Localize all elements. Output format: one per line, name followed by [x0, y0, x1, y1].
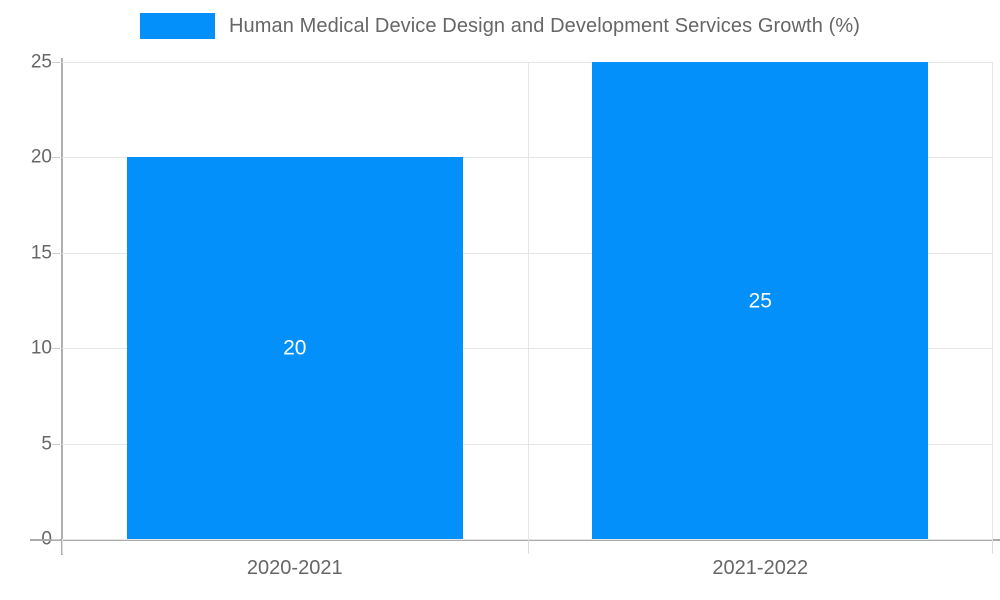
legend-color-swatch-icon [140, 13, 215, 39]
y-tick-mark [52, 348, 60, 350]
x-tick-mark [528, 540, 529, 554]
legend-label: Human Medical Device Design and Developm… [229, 14, 860, 37]
y-tick-label: 10 [30, 337, 52, 359]
bar-value-label: 20 [283, 336, 307, 360]
x-axis-tick-labels: 2020-2021 2021-2022 [62, 558, 993, 594]
x-tick-mark [992, 540, 993, 554]
x-gridline [528, 62, 529, 539]
bar[interactable]: 25 [592, 62, 929, 539]
y-tick-label: 15 [30, 242, 52, 264]
bar-value-label: 25 [748, 289, 772, 312]
y-gridline [62, 252, 993, 254]
x-tick-mark [62, 540, 63, 554]
y-tick-label: 20 [30, 146, 52, 168]
plot-area: 20 25 [62, 62, 993, 540]
y-gridline [62, 62, 993, 63]
y-tick-label: 25 [30, 51, 52, 73]
y-tick-mark [52, 252, 60, 254]
y-tick-label: 5 [41, 433, 52, 455]
y-gridline [62, 539, 993, 540]
x-axis-line [30, 539, 1000, 541]
chart-legend: Human Medical Device Design and Developm… [0, 0, 1000, 62]
y-gridline [62, 443, 993, 445]
y-tick-mark [52, 157, 60, 159]
x-tick-label: 2020-2021 [246, 557, 343, 579]
y-tick-mark [52, 443, 60, 445]
bar[interactable]: 20 [126, 157, 463, 539]
y-axis-tick-labels: 2520151050 [0, 0, 52, 600]
y-tick-mark [52, 539, 60, 540]
y-tick-mark [52, 62, 60, 63]
y-gridline [62, 157, 993, 159]
x-tick-label: 2021-2022 [712, 557, 809, 579]
y-gridline [62, 348, 993, 350]
legend-item-growth[interactable]: Human Medical Device Design and Developm… [140, 13, 860, 39]
x-gridline [992, 62, 993, 539]
y-axis-line [61, 58, 63, 555]
